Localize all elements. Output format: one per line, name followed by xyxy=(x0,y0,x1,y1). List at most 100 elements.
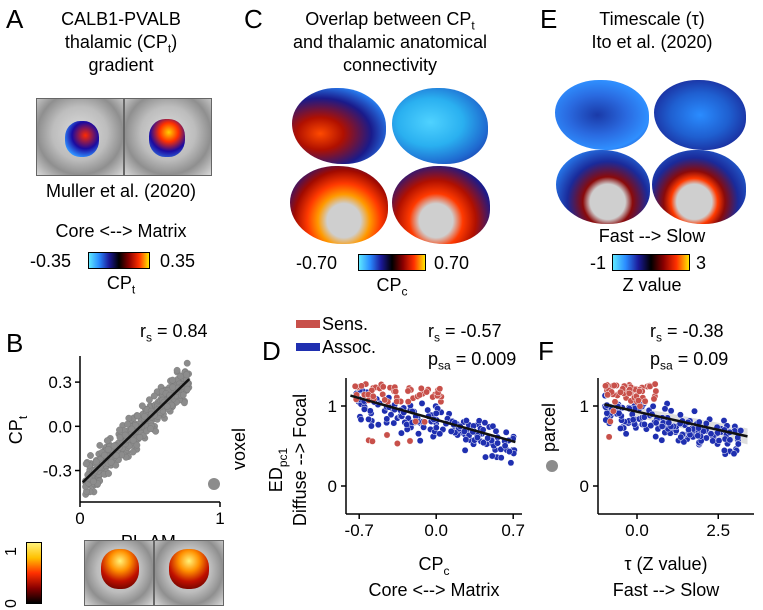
assoc-point xyxy=(677,433,685,441)
assoc-point xyxy=(730,450,738,458)
sens-point xyxy=(393,440,401,447)
panel-f-stat2-label: p xyxy=(650,349,661,369)
y-label-b-sub: t xyxy=(16,415,30,419)
voxel-point xyxy=(112,452,120,459)
voxel-point xyxy=(150,392,158,400)
assoc-point xyxy=(652,419,660,427)
sens-point xyxy=(393,398,401,405)
y-label-b: CPt xyxy=(6,415,30,444)
assoc-point xyxy=(661,405,669,413)
x-tick-label-b: 1 xyxy=(215,509,224,528)
chart-d-x-tick-label: 0.7 xyxy=(501,521,525,540)
panel-c-cbar-min: -0.70 xyxy=(296,253,338,273)
voxel-point xyxy=(138,402,146,410)
assoc-point xyxy=(482,453,489,461)
panel-d-stat1-label: r xyxy=(428,321,434,341)
sens-point xyxy=(383,431,391,439)
sens-point xyxy=(421,418,429,426)
panel-d-stat1-value: = -0.57 xyxy=(440,321,502,341)
sens-point xyxy=(379,383,387,391)
panel-a-title-line2: thalamic (CPt) xyxy=(65,33,177,55)
x-tick-label-b: 0 xyxy=(75,509,84,528)
assoc-point xyxy=(700,427,707,435)
assoc-point xyxy=(497,454,505,462)
panel-f-stat1-sub: s xyxy=(656,330,662,345)
y-tick-label-b: 0.3 xyxy=(48,373,72,392)
sens-point xyxy=(635,387,643,395)
panel-a-title-line1: CALB1-PVALB xyxy=(61,9,181,29)
voxel-point xyxy=(82,460,90,468)
assoc-point xyxy=(652,433,660,441)
assoc-point xyxy=(374,421,382,429)
assoc-point xyxy=(418,399,426,407)
sens-point xyxy=(604,391,612,399)
panel-b-legend-dot xyxy=(208,478,220,490)
voxel-point xyxy=(103,437,111,445)
x-label-d-main: CP xyxy=(418,554,443,574)
sens-point xyxy=(610,382,618,389)
assoc-point xyxy=(494,439,502,447)
assoc-point xyxy=(640,420,648,428)
y-label-d-main: ED xyxy=(266,467,286,492)
panel-d-letter: D xyxy=(262,336,281,366)
assoc-point xyxy=(676,411,684,419)
brain-c-medial-right xyxy=(392,166,490,244)
sens-point xyxy=(423,388,431,396)
panel-c-letter: C xyxy=(244,4,263,34)
sens-point xyxy=(636,402,644,410)
assoc-point xyxy=(501,442,509,450)
x-label-d-sub: c xyxy=(444,564,450,578)
panel-f-stat1-value: = -0.38 xyxy=(662,321,724,341)
panel-a-cbar-label-text: CP xyxy=(106,273,132,293)
panel-a-title-sub: t xyxy=(167,41,172,56)
chart-f-fit-line xyxy=(604,403,748,438)
panel-b-cbar-min: 0 xyxy=(3,599,20,608)
y-tick-label-b: 0.0 xyxy=(48,417,72,436)
sens-point xyxy=(602,382,609,390)
assoc-point xyxy=(357,416,365,423)
assoc-point xyxy=(622,430,630,438)
sens-point xyxy=(609,407,617,415)
assoc-point xyxy=(680,438,688,446)
panel-d-stat2-label: p xyxy=(428,349,439,369)
assoc-point xyxy=(709,437,717,445)
sens-point xyxy=(652,387,660,395)
assoc-point xyxy=(360,405,368,413)
assoc-point xyxy=(462,417,470,425)
assoc-point xyxy=(397,429,405,437)
voxel-point xyxy=(101,451,108,459)
assoc-point xyxy=(649,402,657,410)
assoc-point xyxy=(415,430,422,438)
assoc-point xyxy=(685,426,693,434)
panel-b-stat: rs = 0.84 xyxy=(140,322,208,344)
chart-d-y-tick-label: 0 xyxy=(328,477,337,496)
thalamus-slice-right xyxy=(124,98,212,176)
panel-f-stat1-label: r xyxy=(650,321,656,341)
legend-sens-swatch xyxy=(296,320,320,328)
voxel-point xyxy=(121,431,129,439)
sens-point xyxy=(634,397,642,404)
brain-e-medial-right xyxy=(652,150,746,224)
panel-d-stat2: psa = 0.009 xyxy=(428,350,516,372)
voxel-point xyxy=(183,385,191,393)
brain-e-medial-left xyxy=(556,150,650,224)
voxel-point xyxy=(169,376,177,384)
scatter-chart-b: 0.30.0-0.301PL-AMtCPt xyxy=(6,356,225,540)
brain-c-lateral-left xyxy=(292,88,386,164)
panel-d-stat1-sub: s xyxy=(434,330,440,345)
voxel-point xyxy=(124,420,131,428)
panel-b-stat-value: = 0.84 xyxy=(152,321,208,341)
pl-am-slice-left xyxy=(84,540,154,606)
x-label-d: CPc xyxy=(418,554,449,578)
sens-point xyxy=(406,437,414,445)
panel-c-title-sub: t xyxy=(471,18,475,33)
sens-point xyxy=(417,384,425,392)
panel-f-stat2-value: = 0.09 xyxy=(672,349,729,369)
panel-c-colorbar xyxy=(358,254,426,271)
voxel-point xyxy=(147,425,154,433)
assoc-point xyxy=(365,415,373,423)
sens-point xyxy=(392,388,400,395)
voxel-point xyxy=(179,391,187,399)
panel-c-cbar-label-sub: c xyxy=(401,284,408,299)
y-label-b-main: CP xyxy=(6,419,26,444)
